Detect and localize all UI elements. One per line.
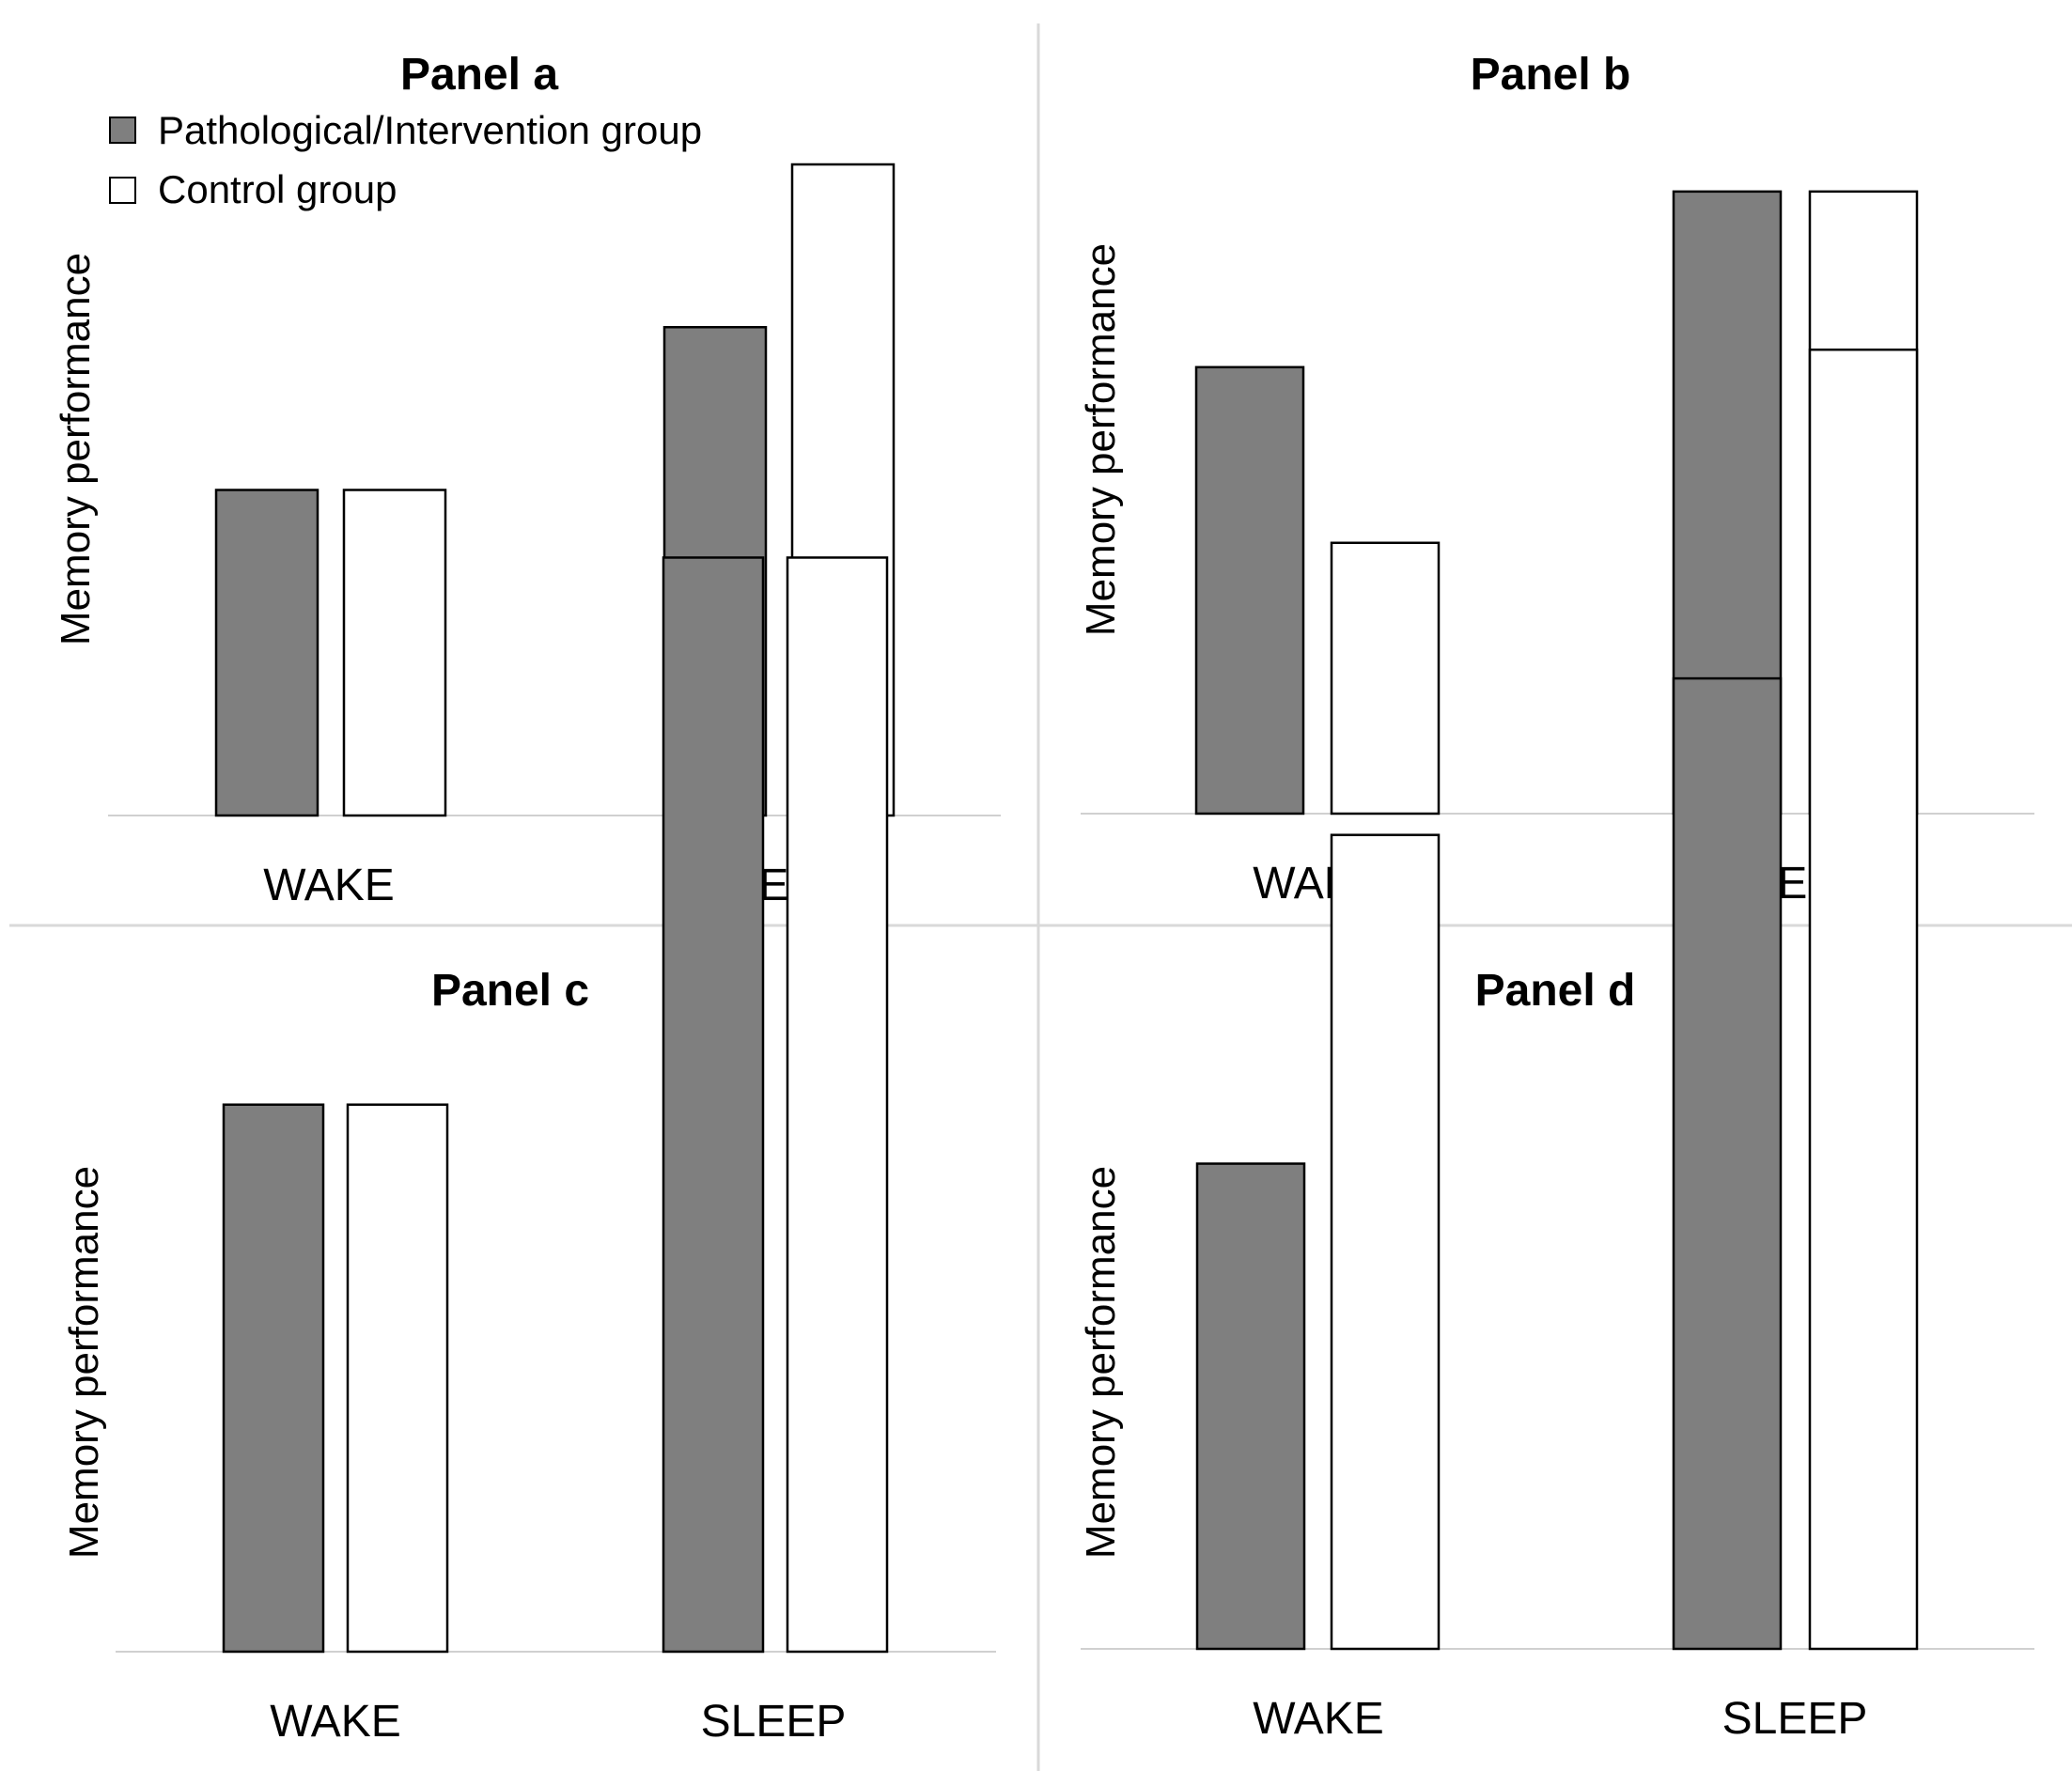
panel-c-bar-wake-control xyxy=(346,1103,449,1654)
legend-swatch-pathological xyxy=(109,117,136,144)
panel-b-bar-wake-control xyxy=(1330,541,1441,816)
panel-b-ylabel: Memory performance xyxy=(1078,243,1124,636)
panel-a-ylabel: Memory performance xyxy=(53,253,99,645)
panel-d-category-sleep: SLEEP xyxy=(1722,1694,1868,1744)
panel-d-category-wake: WAKE xyxy=(1253,1694,1384,1744)
panel-d-bar-wake-pathological xyxy=(1195,1162,1306,1651)
legend-label-pathological: Pathological/Intervention group xyxy=(158,108,702,152)
panel-d-ylabel: Memory performance xyxy=(1078,1166,1124,1559)
legend: Pathological/Intervention group Control … xyxy=(109,108,702,211)
panel-c-title: Panel c xyxy=(431,966,589,1016)
panel-c-bar-sleep-pathological xyxy=(662,556,765,1654)
panel-b-bar-wake-pathological xyxy=(1194,365,1305,816)
panel-c-ylabel: Memory performance xyxy=(61,1166,107,1559)
panel-a-bar-wake-pathological xyxy=(214,489,319,817)
panel-a-title: Panel a xyxy=(400,50,558,100)
panel-c-category-sleep: SLEEP xyxy=(701,1697,847,1747)
panel-c-bar-wake-pathological xyxy=(222,1103,325,1654)
panel-d-title: Panel d xyxy=(1475,966,1636,1016)
panel-d-bar-wake-control xyxy=(1330,833,1441,1651)
panel-d-bar-sleep-control xyxy=(1808,348,1919,1651)
legend-swatch-control xyxy=(109,177,136,204)
panel-a-bar-wake-control xyxy=(342,489,447,817)
panel-d: Panel d Memory performance WAKE SLEEP xyxy=(1078,348,2034,1744)
panel-c-bar-sleep-control xyxy=(786,556,889,1654)
panel-d-bar-sleep-pathological xyxy=(1672,676,1783,1651)
panel-a-category-wake: WAKE xyxy=(263,861,395,910)
legend-label-control: Control group xyxy=(158,167,397,211)
panel-d-bars xyxy=(1195,348,1919,1651)
panel-b-title: Panel b xyxy=(1471,50,1631,100)
panel-c: Panel c Memory performance WAKE SLEEP xyxy=(61,556,996,1747)
panel-c-bars xyxy=(222,556,889,1654)
panel-c-category-wake: WAKE xyxy=(270,1697,401,1747)
